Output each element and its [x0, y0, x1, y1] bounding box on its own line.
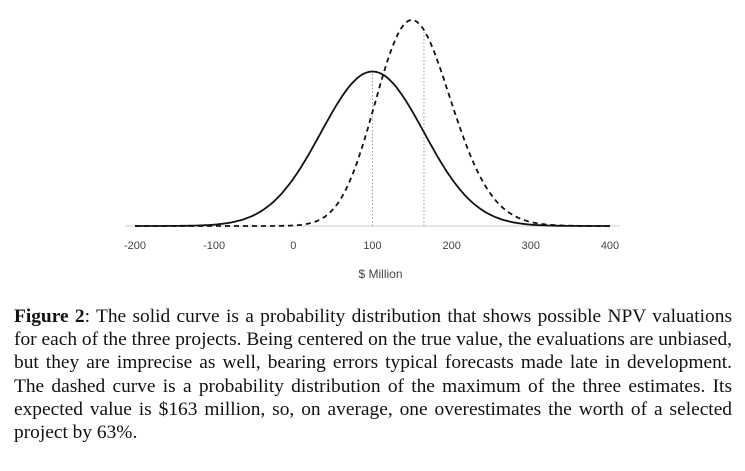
solid-curve-npv-valuation — [135, 70, 610, 227]
x-tick-label: -100 — [203, 240, 225, 252]
x-tick-label: 0 — [290, 240, 296, 252]
reference-lines — [372, 30, 425, 226]
npv-distribution-chart: -200 -100 0 100 200 300 400 $ Million — [124, 19, 620, 281]
x-tick-label: 200 — [442, 240, 460, 252]
x-tick-labels: -200 -100 0 100 200 300 400 — [124, 240, 619, 252]
x-tick-label: 400 — [601, 240, 619, 252]
figure-label: Figure 2 — [14, 306, 85, 327]
x-tick-label: -200 — [124, 240, 146, 252]
caption-text: : The solid curve is a probability distr… — [14, 306, 732, 444]
x-axis-title: $ Million — [358, 267, 402, 281]
figure-caption: Figure 2: The solid curve is a probabili… — [14, 305, 732, 444]
x-tick-label: 100 — [363, 240, 381, 252]
x-tick-label: 300 — [522, 240, 540, 252]
series-layer — [135, 19, 610, 227]
dashed-curve-max-estimate — [135, 19, 610, 227]
